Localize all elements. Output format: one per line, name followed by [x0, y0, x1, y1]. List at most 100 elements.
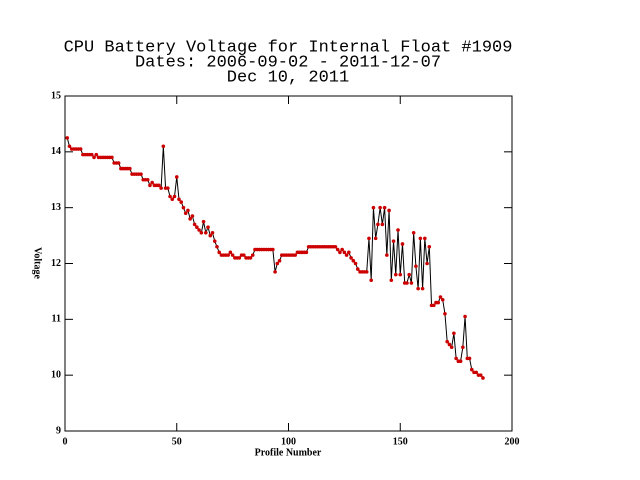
- data-point: [351, 258, 356, 263]
- x-tick-label: 200: [505, 436, 520, 447]
- data-point: [172, 194, 177, 199]
- data-point: [277, 258, 282, 263]
- data-point: [206, 225, 210, 230]
- data-point: [474, 370, 479, 375]
- chart-title: CPU Battery Voltage for Internal Float #…: [64, 38, 513, 57]
- data-point: [181, 205, 186, 210]
- data-point: [273, 270, 277, 274]
- data-point: [398, 272, 403, 277]
- data-point: [367, 236, 371, 241]
- data-point: [478, 373, 483, 377]
- data-point: [210, 230, 215, 235]
- data-point: [463, 314, 467, 319]
- data-point: [369, 278, 373, 283]
- data-point: [293, 253, 298, 257]
- data-point: [148, 183, 152, 188]
- data-point: [90, 152, 94, 157]
- data-point: [467, 356, 472, 361]
- y-tick-label: 14: [51, 146, 61, 157]
- data-point: [396, 228, 400, 232]
- plot-frame: [64, 95, 513, 432]
- data-point: [275, 261, 280, 266]
- x-tick-label: 150: [393, 436, 408, 447]
- data-point: [183, 211, 188, 216]
- data-point: [385, 253, 389, 257]
- data-point: [411, 230, 416, 235]
- data-point: [443, 311, 447, 316]
- data-point: [128, 166, 132, 171]
- y-axis-label: Voltage: [32, 247, 43, 279]
- data-point: [407, 272, 411, 277]
- data-point: [380, 222, 385, 227]
- data-point: [438, 295, 443, 299]
- y-tick-label: 15: [51, 90, 61, 101]
- data-point: [447, 342, 452, 347]
- data-point: [445, 339, 449, 344]
- y-tick-label: 10: [51, 369, 61, 380]
- y-tick-label: 11: [52, 314, 61, 325]
- data-point: [440, 297, 445, 302]
- data-point: [418, 236, 423, 241]
- data-point: [389, 278, 394, 283]
- data-point: [230, 253, 235, 257]
- data-point: [469, 367, 474, 372]
- data-point: [481, 376, 485, 380]
- data-point: [110, 155, 114, 160]
- data-point: [349, 256, 353, 260]
- data-point: [304, 250, 309, 255]
- x-axis-label: Profile Number: [255, 447, 322, 458]
- data-point: [382, 205, 387, 210]
- data-point: [449, 345, 454, 350]
- data-point: [431, 303, 436, 308]
- data-point: [212, 239, 217, 243]
- data-point: [461, 345, 465, 350]
- data-point: [458, 359, 463, 364]
- data-point: [228, 250, 233, 255]
- data-point: [353, 261, 358, 266]
- y-tick-label: 13: [51, 202, 61, 213]
- data-point: [145, 177, 150, 182]
- x-tick-label: 0: [63, 436, 68, 447]
- data-point: [186, 208, 190, 213]
- data-point: [150, 180, 154, 185]
- data-point: [436, 300, 441, 305]
- chart-subtitle: Dates: 2006-09-02 - 2011-12-07: [135, 53, 441, 72]
- y-tick-label: 9: [56, 425, 61, 436]
- data-point: [425, 261, 429, 266]
- data-point: [250, 253, 255, 257]
- data-point: [94, 152, 99, 157]
- data-point: [335, 247, 340, 252]
- data-point: [157, 183, 161, 188]
- y-tick-label: 12: [51, 258, 61, 269]
- series-line: [66, 137, 484, 379]
- data-point: [237, 256, 242, 260]
- data-point: [400, 242, 405, 246]
- x-tick-label: 50: [172, 436, 182, 447]
- data-point: [159, 186, 163, 190]
- data-point: [199, 230, 204, 235]
- data-point: [197, 228, 201, 232]
- data-point: [170, 197, 175, 202]
- data-point: [92, 155, 96, 160]
- data-point: [454, 356, 458, 361]
- data-point: [338, 250, 342, 255]
- data-point: [65, 136, 70, 140]
- data-point: [217, 250, 222, 255]
- data-point: [78, 147, 83, 151]
- data-point: [376, 222, 380, 227]
- data-point: [423, 236, 427, 241]
- data-point: [215, 244, 219, 249]
- data-point: [248, 256, 253, 260]
- data-point: [416, 286, 420, 291]
- data-point: [177, 197, 181, 202]
- data-point: [333, 244, 338, 249]
- data-point: [204, 230, 208, 235]
- data-point: [188, 217, 192, 221]
- data-point: [201, 219, 206, 224]
- data-point: [414, 264, 418, 269]
- data-point: [405, 281, 409, 285]
- data-point: [340, 247, 344, 252]
- data-point: [242, 253, 246, 257]
- data-point: [427, 244, 432, 249]
